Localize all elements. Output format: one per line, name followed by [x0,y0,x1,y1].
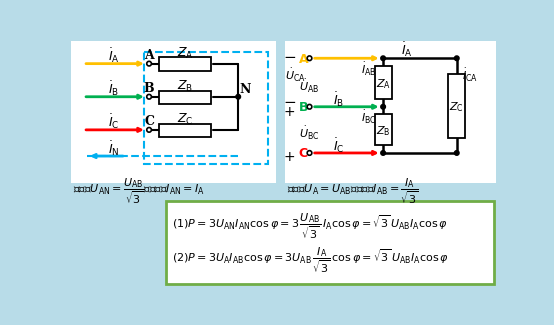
Circle shape [381,151,386,155]
Text: $\dot{I}_{\rm C}$: $\dot{I}_{\rm C}$ [107,113,119,132]
Text: C: C [299,147,308,160]
Text: $Z_{\rm B}$: $Z_{\rm B}$ [177,79,193,94]
Text: $\dot{U}_{\rm AB}$: $\dot{U}_{\rm AB}$ [299,77,319,95]
Text: B: B [143,82,155,95]
Text: $\dot{I}_{\rm N}$: $\dot{I}_{\rm N}$ [107,139,119,158]
Bar [71,41,276,183]
Text: $Z_{\rm B}$: $Z_{\rm B}$ [376,124,391,138]
Text: +: + [284,105,295,119]
Text: $Z_{\rm C}$: $Z_{\rm C}$ [449,100,464,114]
Bar [375,66,392,99]
Bar [159,91,211,104]
Text: 相电压$U_{\rm AN}=\dfrac{U_{\rm AB}}{\sqrt{3}}$；相电流$I_{\rm AN}=I_{\rm A}$: 相电压$U_{\rm AN}=\dfrac{U_{\rm AB}}{\sqrt{… [73,176,205,206]
Circle shape [147,61,151,66]
Bar [159,124,211,137]
Bar [448,74,465,137]
Text: N: N [239,83,251,96]
Text: −: − [283,50,296,65]
Text: $\dot{I}_{\rm B}$: $\dot{I}_{\rm B}$ [108,80,119,98]
Bar [145,52,268,164]
Text: $Z_{\rm A}$: $Z_{\rm A}$ [376,77,391,91]
Circle shape [147,127,151,132]
Bar [159,58,211,71]
Circle shape [307,56,312,60]
Bar [375,114,392,145]
Text: −: − [283,96,296,111]
Text: $\dot{I}_{\rm CA}$: $\dot{I}_{\rm CA}$ [462,67,478,84]
Text: 相电压$U_{\rm A}=U_{\rm AB}$；相电流$I_{\rm AB}=\dfrac{I_{\rm A}}{\sqrt{3}}$: 相电压$U_{\rm A}=U_{\rm AB}$；相电流$I_{\rm AB}… [287,176,419,206]
Text: $\dot{U}_{\rm CA}$: $\dot{U}_{\rm CA}$ [285,67,306,84]
Text: C: C [144,115,154,128]
Circle shape [454,56,459,60]
Circle shape [236,95,240,99]
Text: +: + [284,150,295,164]
Text: A: A [299,53,308,66]
Text: $\dot{I}_{\rm A}$: $\dot{I}_{\rm A}$ [401,40,412,59]
Circle shape [381,104,386,109]
Text: $(2)P=3U_{\rm A}I_{\rm AB}\cos\varphi=3U_{\rm AB}\,\dfrac{I_{\rm A}}{\sqrt{3}}\,: $(2)P=3U_{\rm A}I_{\rm AB}\cos\varphi=3U… [172,245,449,275]
Text: $Z_{\rm C}$: $Z_{\rm C}$ [177,112,194,127]
Text: B: B [299,101,308,114]
Text: $\dot{I}_{\rm BC}$: $\dot{I}_{\rm BC}$ [361,109,377,126]
Circle shape [307,104,312,109]
Text: $\dot{U}_{\rm BC}$: $\dot{U}_{\rm BC}$ [299,125,319,142]
Text: $\dot{I}_{\rm A}$: $\dot{I}_{\rm A}$ [107,46,119,65]
Text: $(1)P=3U_{\rm AN}I_{\rm AN}\cos\varphi=3\,\dfrac{U_{\rm AB}}{\sqrt{3}}\,I_{\rm A: $(1)P=3U_{\rm AN}I_{\rm AN}\cos\varphi=3… [172,211,449,241]
Circle shape [147,95,151,99]
Bar [285,41,495,183]
Bar [166,201,494,284]
Text: $\dot{I}_{\rm AB}$: $\dot{I}_{\rm AB}$ [361,60,377,78]
Text: $\dot{I}_{\rm C}$: $\dot{I}_{\rm C}$ [334,137,345,155]
Text: $Z_{\rm A}$: $Z_{\rm A}$ [177,46,194,61]
Circle shape [307,151,312,155]
Text: $\dot{I}_{\rm B}$: $\dot{I}_{\rm B}$ [334,90,345,109]
Circle shape [454,151,459,155]
Text: A: A [144,49,154,62]
Circle shape [381,56,386,60]
